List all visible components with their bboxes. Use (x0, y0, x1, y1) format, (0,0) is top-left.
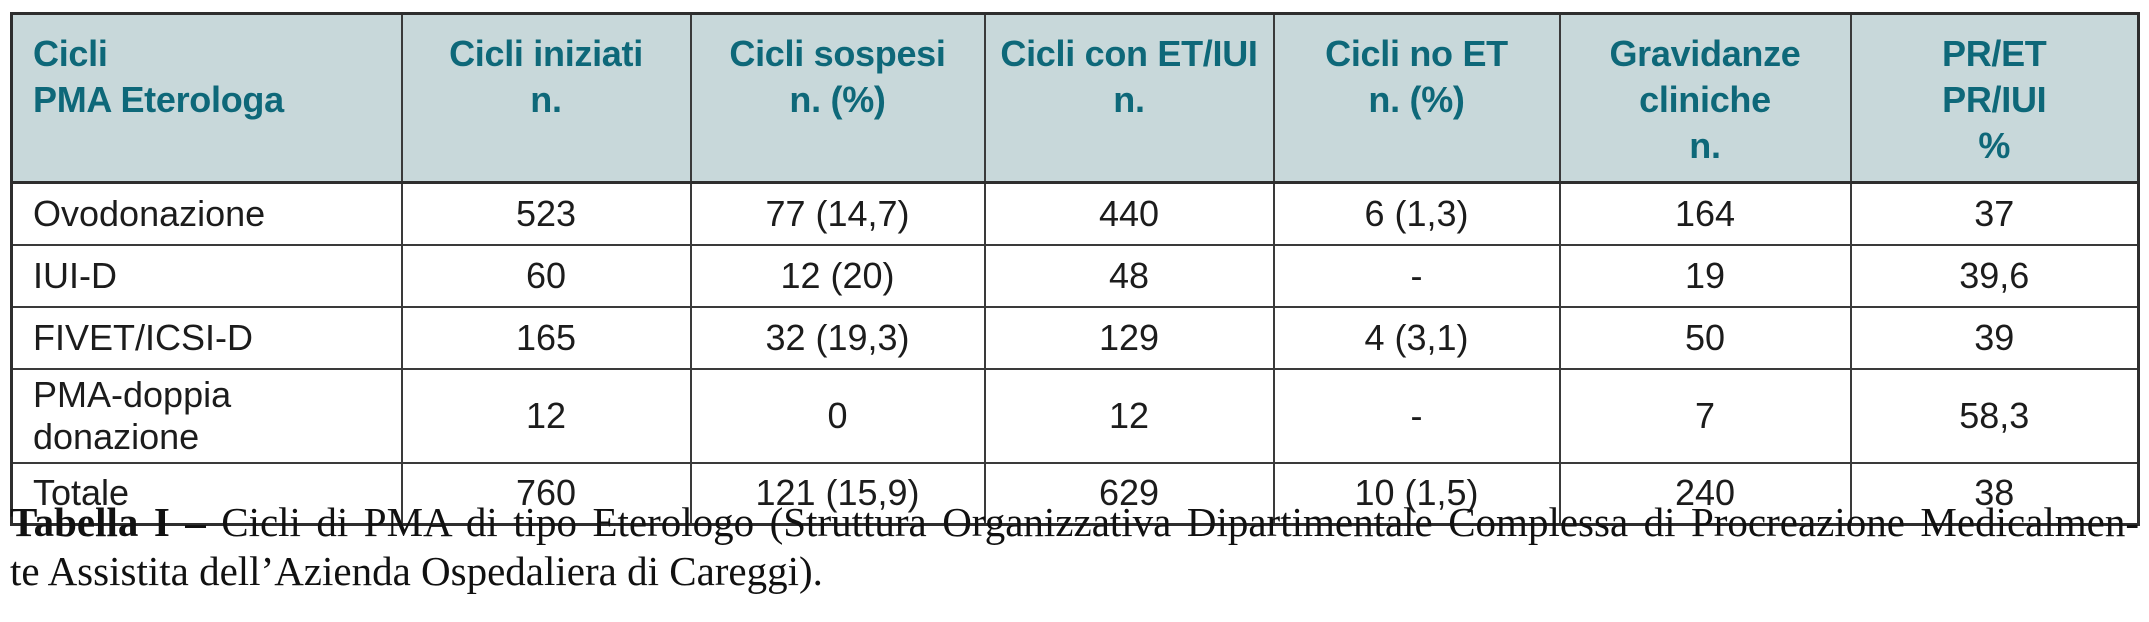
value-cell: 60 (400, 243, 692, 308)
column-header: Cicli sospesi n. (%) (689, 12, 986, 185)
value-cell: 12 (20) (689, 243, 986, 308)
value-cell: 12 (400, 367, 692, 464)
value-cell: 38 (1849, 461, 2140, 526)
table-header: Cicli PMA Eterologa Cicli iniziati n. Cicl… (10, 12, 2140, 185)
caption-lead: Tabella I – (10, 499, 206, 545)
value-cell: 240 (1558, 461, 1852, 526)
value-cell: - (1272, 367, 1561, 464)
header-row: Cicli PMA Eterologa Cicli iniziati n. Cicl… (10, 12, 2140, 185)
value-cell: 39,6 (1849, 243, 2140, 308)
value-cell: 4 (3,1) (1272, 305, 1561, 370)
value-cell: 6 (1,3) (1272, 181, 1561, 246)
value-cell: 7 (1558, 367, 1852, 464)
caption-line-1: Tabella I – Cicli di PMA di tipo Eterolo… (10, 498, 2139, 547)
value-cell: 523 (400, 181, 692, 246)
table-row: PMA-doppia donazione 12 0 12-7 58,3 (10, 367, 2140, 464)
table-body: Ovodonazione 523 77 (14,7) 440 6 (1,3) 164 37 I… (10, 181, 2140, 526)
caption-line-2: te Assistita dell’Azienda Ospedaliera di… (10, 547, 2139, 596)
value-cell: 58,3 (1849, 367, 2140, 464)
value-cell: 10 (1,5) (1272, 461, 1561, 526)
table-row: FIVET/ICSI-D 165 32 (19,3) 129 4 (3,1) 50 39 (10, 305, 2140, 370)
caption-text-2: te Assistita dell’Azienda Ospedaliera di… (10, 548, 823, 595)
caption-text-1: Cicli di PMA di tipo Eterologo (Struttur… (221, 499, 2140, 545)
value-cell: 37 (1849, 181, 2140, 246)
value-cell: - (1272, 243, 1561, 308)
value-cell: 39 (1849, 305, 2140, 370)
row-label-cell: PMA-doppia donazione (10, 367, 403, 464)
value-cell: 77 (14,7) (689, 181, 986, 246)
value-cell: 164 (1558, 181, 1852, 246)
value-cell: 12 (983, 367, 1275, 464)
table-row: IUI-D 60 12 (20) 48-19 39,6 (10, 243, 2140, 308)
value-cell: 32 (19,3) (689, 305, 986, 370)
table-row: Totale 760 121 (15,9) 629 10 (1,5) 240 38 (10, 461, 2140, 526)
row-label-cell: IUI-D (10, 243, 403, 308)
column-header: Cicli iniziati n. (400, 12, 692, 185)
column-header: Cicli no ET n. (%) (1272, 12, 1561, 185)
value-cell: 440 (983, 181, 1275, 246)
value-cell: 0 (689, 367, 986, 464)
table-row: Ovodonazione 523 77 (14,7) 440 6 (1,3) 164 37 (10, 181, 2140, 246)
value-cell: 19 (1558, 243, 1852, 308)
value-cell: 629 (983, 461, 1275, 526)
row-label-cell: Totale (10, 461, 403, 526)
value-cell: 165 (400, 305, 692, 370)
row-label-cell: Ovodonazione (10, 181, 403, 246)
value-cell: 50 (1558, 305, 1852, 370)
data-table: Cicli PMA Eterologa Cicli iniziati n. Cicl… (10, 12, 2140, 527)
column-header: PR/ET PR/IUI % (1849, 12, 2140, 185)
value-cell: 760 (400, 461, 692, 526)
column-header: Cicli con ET/IUI n. (983, 12, 1275, 185)
row-label-cell: FIVET/ICSI-D (10, 305, 403, 370)
value-cell: 121 (15,9) (689, 461, 986, 526)
column-header: Cicli PMA Eterologa (10, 12, 403, 185)
column-header: Gravidanze cliniche n. (1558, 12, 1852, 185)
value-cell: 129 (983, 305, 1275, 370)
value-cell: 48 (983, 243, 1275, 308)
table-caption: Tabella I – Cicli di PMA di tipo Eterolo… (10, 498, 2139, 596)
